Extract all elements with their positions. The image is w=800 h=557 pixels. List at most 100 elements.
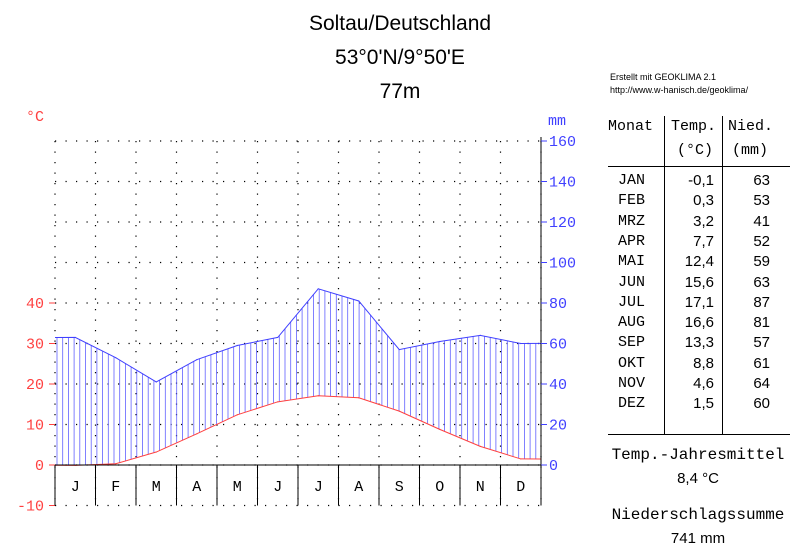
- month-label: D: [516, 479, 525, 496]
- precipitation-point: [317, 288, 319, 290]
- table-header-temp-unit: (°C): [677, 142, 714, 159]
- table-header-prec-unit: (mm): [732, 142, 769, 159]
- table-cell-prec: 57: [753, 334, 770, 352]
- left-axis-unit: °C: [26, 109, 44, 126]
- table-cell-temp: 3,2: [693, 212, 714, 230]
- month-label: A: [354, 479, 363, 496]
- precipitation-hatching: [56, 289, 537, 466]
- annual-prec-value: 741 mm: [670, 530, 726, 547]
- table-header-month: Monat: [608, 118, 654, 135]
- table-cell-temp: 1,5: [693, 395, 714, 413]
- precipitation-point: [479, 334, 481, 336]
- left-tick-label: 20: [26, 377, 44, 394]
- temperature-point: [317, 395, 319, 397]
- credit-url: http://www.w-hanisch.de/geoklima/: [610, 85, 749, 95]
- right-tick-label: 60: [549, 337, 567, 354]
- table-cell-prec: 87: [753, 293, 770, 311]
- station-coordinates: 53°0'N/9°50'E: [335, 46, 465, 69]
- station-elevation: 77m: [379, 80, 421, 103]
- table-cell-month: JUL: [618, 293, 646, 311]
- table-cell-prec: 64: [753, 375, 770, 392]
- table-cell-month: AUG: [618, 314, 646, 332]
- temperature-point: [358, 397, 360, 399]
- precipitation-point: [115, 357, 117, 359]
- temperature-point: [277, 401, 279, 403]
- annual-temp-label: Temp.-Jahresmittel: [611, 446, 785, 464]
- temperature-point: [479, 445, 481, 447]
- table-cell-temp: 12,4: [684, 253, 714, 271]
- precipitation-point: [398, 348, 400, 351]
- chart-grid: [54, 140, 542, 507]
- temperature-point: [115, 463, 117, 465]
- table-cell-temp: 8,8: [693, 354, 714, 372]
- month-label: S: [395, 479, 404, 496]
- table-cell-month: SEP: [618, 334, 646, 352]
- precipitation-point: [196, 359, 198, 361]
- table-cell-temp: -0,1: [688, 172, 714, 189]
- table-divider-2: [722, 116, 723, 434]
- month-label: J: [273, 479, 282, 496]
- table-cell-prec: 52: [753, 232, 770, 250]
- table-cell-temp: 16,6: [684, 314, 714, 332]
- chart-lines: [54, 288, 542, 467]
- month-label: A: [192, 479, 201, 496]
- table-divider-1: [664, 116, 665, 434]
- month-label: J: [314, 479, 323, 496]
- chart-axes: [49, 137, 547, 506]
- table-cell-month: MRZ: [618, 212, 646, 230]
- month-label: F: [111, 479, 120, 496]
- precipitation-point: [358, 300, 360, 302]
- table-cell-prec: 63: [753, 273, 770, 291]
- table-cell-prec: 53: [753, 192, 770, 210]
- table-cell-temp: 15,6: [684, 273, 714, 291]
- table-cell-prec: 63: [753, 172, 770, 189]
- table-cell-prec: 61: [753, 354, 770, 372]
- left-tick-label: 30: [26, 337, 44, 354]
- table-cell-month: OKT: [618, 354, 646, 372]
- month-label: J: [71, 479, 80, 496]
- temperature-point: [155, 451, 157, 453]
- right-tick-label: 120: [549, 215, 576, 232]
- month-label: M: [152, 479, 161, 496]
- month-label: O: [435, 479, 444, 496]
- table-header-temp: Temp.: [671, 118, 717, 135]
- temperature-point: [520, 458, 522, 460]
- annual-temp-value: 8,4 °C: [677, 470, 719, 487]
- precipitation-point: [439, 340, 441, 343]
- precipitation-line: [54, 288, 542, 383]
- temperature-point: [196, 433, 198, 435]
- left-tick-label: 10: [26, 418, 44, 435]
- table-cell-month: JAN: [618, 172, 646, 189]
- table-cell-prec: 60: [753, 395, 770, 413]
- table-cell-prec: 81: [753, 314, 770, 332]
- right-tick-label: 100: [549, 256, 576, 273]
- chart-labels: -10 0 10 20 30 40 0 20 40 60 80 100 120 140 160 °C mm J F M…: [17, 109, 576, 516]
- temperature-point: [439, 428, 441, 430]
- precipitation-point: [277, 336, 279, 339]
- climate-chart: -10 0 10 20 30 40 0 20 40 60 80 100 120 140 160 °C mm J F M…: [17, 109, 576, 516]
- table-cell-prec: 59: [753, 253, 770, 271]
- right-tick-label: 40: [549, 377, 567, 394]
- right-tick-label: 140: [549, 175, 576, 192]
- table-cell-month: JUN: [618, 273, 646, 291]
- table-cell-month: MAI: [618, 253, 646, 271]
- credit-software: Erstellt mit GEOKLIMA 2.1: [610, 72, 717, 82]
- right-tick-label: 160: [549, 134, 576, 151]
- left-tick-label: -10: [17, 499, 44, 516]
- month-label: M: [233, 479, 242, 496]
- precipitation-point: [236, 344, 238, 347]
- precipitation-point: [155, 381, 157, 383]
- left-tick-label: 40: [26, 296, 44, 313]
- table-cell-month: NOV: [618, 375, 646, 392]
- table-cell-temp: 4,6: [693, 375, 714, 392]
- right-tick-label: 0: [549, 458, 558, 475]
- table-cell-month: DEZ: [618, 395, 646, 413]
- right-axis-unit: mm: [548, 113, 566, 130]
- precipitation-point: [74, 336, 76, 339]
- temperature-line: [54, 395, 542, 466]
- annual-prec-label: Niederschlagssumme: [611, 506, 785, 524]
- table-cell-temp: 0,3: [693, 192, 714, 210]
- right-tick-label: 20: [549, 418, 567, 435]
- left-tick-label: 0: [35, 458, 44, 475]
- right-tick-label: 80: [549, 296, 567, 313]
